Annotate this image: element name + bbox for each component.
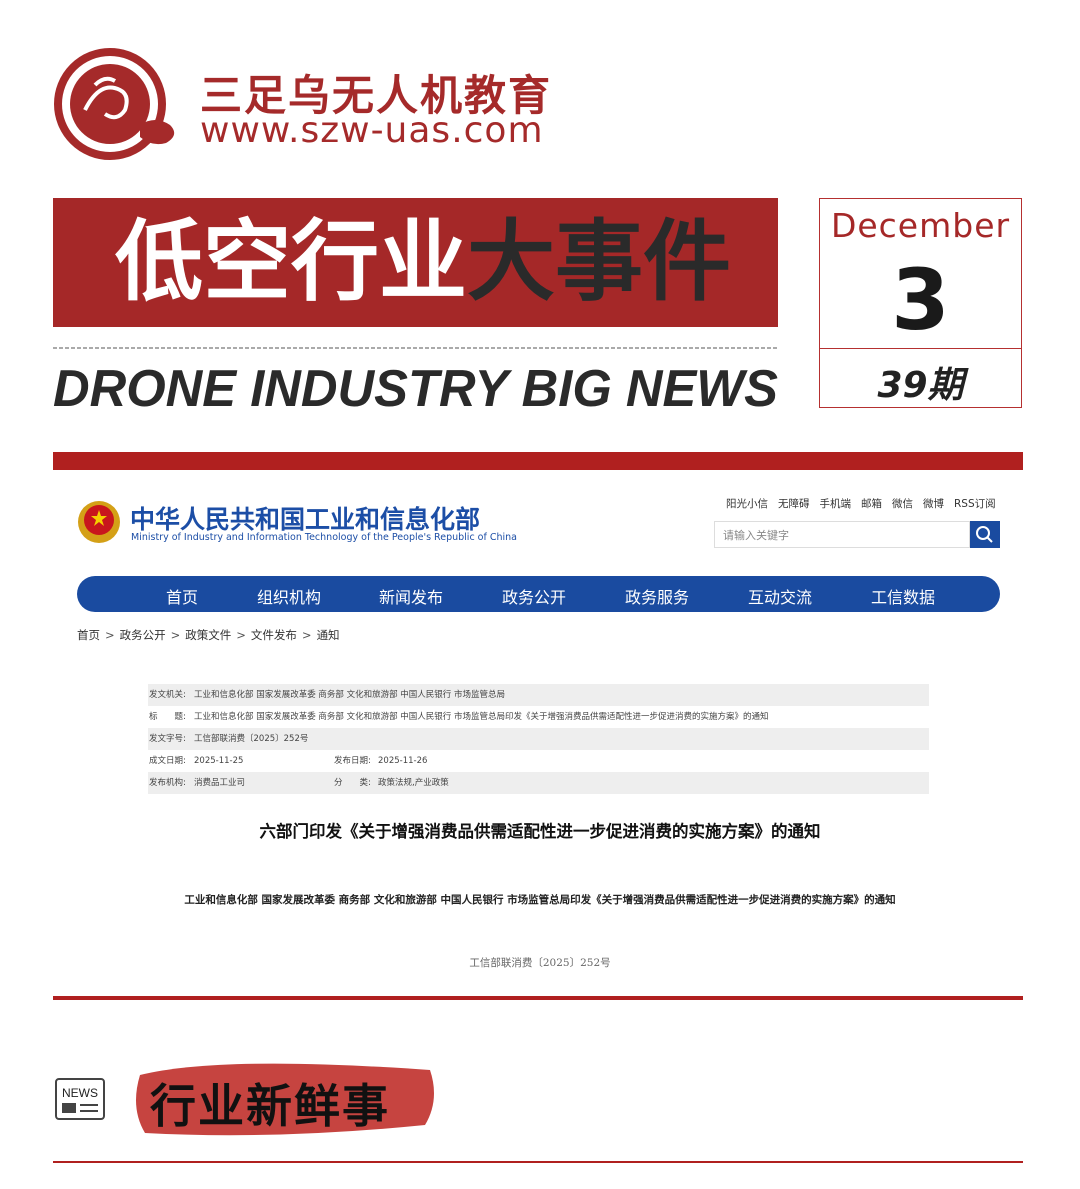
- breadcrumb: 首页 > 政务公开 > 政策文件 > 文件发布 > 通知: [77, 627, 340, 643]
- red-bar: [53, 452, 1023, 470]
- meta-value: 政策法规,产业政策: [378, 778, 449, 788]
- meta-row: 发文机关: 工业和信息化部 国家发展改革委 商务部 文化和旅游部 中国人民银行 市…: [148, 684, 929, 706]
- nav-item: 政务公开: [501, 588, 567, 607]
- site-subtitle: Ministry of Industry and Information Tec…: [131, 532, 517, 543]
- search-button: [970, 521, 1000, 548]
- date-box: [819, 198, 1022, 408]
- section-title: 行业新鲜事: [150, 1079, 390, 1133]
- nav-item: 工信数据: [870, 588, 936, 607]
- emblem: [78, 501, 120, 543]
- meta-label: 分 类:: [334, 778, 371, 788]
- red-rule: [53, 996, 1023, 1000]
- meta-label: 发布机构:: [149, 778, 186, 788]
- logo-seal: [54, 48, 175, 160]
- top-link: 微信: [892, 498, 913, 510]
- news-icon: NEWS: [55, 1078, 105, 1120]
- day: 3: [891, 251, 950, 349]
- meta-label: 发布日期:: [334, 756, 371, 766]
- doc-title: 六部门印发《关于增强消费品供需适配性进一步促进消费的实施方案》的通知: [259, 822, 821, 841]
- meta-value: 消费品工业司: [194, 778, 246, 788]
- site-title: 中华人民共和国工业和信息化部: [130, 505, 481, 534]
- top-link: 阳光小信: [726, 498, 768, 510]
- issue: 39期: [877, 365, 964, 406]
- banner-title-dark: 大事件: [467, 210, 732, 313]
- breadcrumb-separator: >: [236, 628, 246, 642]
- top-link: 微博: [923, 498, 944, 510]
- nav-item: 互动交流: [747, 588, 813, 607]
- meta-row: 发文字号: 工信部联消费〔2025〕252号: [148, 728, 929, 750]
- body-heading: 工业和信息化部 国家发展改革委 商务部 文化和旅游部 中国人民银行 市场监管总局…: [184, 894, 896, 906]
- meta-row: 成文日期: 2025-11-25 发布日期: 2025-11-26: [148, 750, 929, 772]
- breadcrumb-item: 政务公开: [119, 628, 166, 642]
- top-link: 手机端: [819, 498, 852, 510]
- meta-label: 发文机关:: [149, 690, 186, 700]
- brand-url: www.szw-uas.com: [200, 110, 544, 151]
- banner-title: 低空行业大事件: [115, 212, 731, 312]
- nav-item: 组织机构: [256, 588, 322, 607]
- meta-label: 标 题:: [149, 712, 186, 722]
- meta-value: 工信部联消费〔2025〕252号: [194, 734, 309, 744]
- brand-name: 三足乌无人机教育: [200, 71, 553, 120]
- date-divider: [819, 348, 1022, 349]
- top-links: 阳光小信 无障碍 手机端 邮箱 微信 微博 RSS订阅: [716, 496, 996, 511]
- search-icon: [976, 526, 990, 540]
- search-box: 请输入关键字: [714, 521, 970, 548]
- top-link: 邮箱: [861, 498, 882, 510]
- news-icon-label: NEWS: [62, 1086, 98, 1100]
- meta-value: 工业和信息化部 国家发展改革委 商务部 文化和旅游部 中国人民银行 市场监管总局…: [194, 712, 769, 722]
- meta-label: 成文日期:: [149, 756, 186, 766]
- meta-row: 发布机构: 消费品工业司 分 类: 政策法规,产业政策: [148, 772, 929, 794]
- meta-value: 2025-11-25: [194, 756, 244, 766]
- breadcrumb-separator: >: [170, 628, 181, 642]
- banner: [53, 198, 778, 327]
- breadcrumb-separator: >: [301, 628, 312, 642]
- top-link: 无障碍: [778, 498, 810, 510]
- top-link: RSS订阅: [954, 498, 996, 510]
- meta-label: 发文字号:: [149, 734, 186, 744]
- banner-subtitle: DRONE INDUSTRY BIG NEWS: [53, 360, 778, 418]
- breadcrumb-separator: >: [105, 628, 115, 642]
- banner-title-white: 低空行业: [115, 210, 468, 313]
- nav-item: 首页: [165, 588, 199, 607]
- meta-value: 工业和信息化部 国家发展改革委 商务部 文化和旅游部 中国人民银行 市场监管总局: [194, 690, 506, 700]
- doc-number: 工信部联消费〔2025〕252号: [469, 957, 611, 969]
- search-icon-handle: [986, 536, 993, 543]
- nav-bar: [77, 576, 1000, 612]
- breadcrumb-item: 政策文件: [185, 628, 232, 642]
- breadcrumb-item: 首页: [77, 628, 100, 642]
- breadcrumb-item: 通知: [316, 628, 340, 642]
- brush-stroke: [136, 1063, 434, 1136]
- red-rule: [53, 1161, 1023, 1163]
- nav-item: 新闻发布: [378, 588, 444, 607]
- meta-value: 2025-11-26: [378, 756, 428, 766]
- month: December: [830, 206, 1011, 245]
- meta-row: 标 题: 工业和信息化部 国家发展改革委 商务部 文化和旅游部 中国人民银行 市场…: [148, 706, 929, 728]
- breadcrumb-item: 文件发布: [250, 628, 297, 642]
- nav-item: 政务服务: [624, 588, 690, 607]
